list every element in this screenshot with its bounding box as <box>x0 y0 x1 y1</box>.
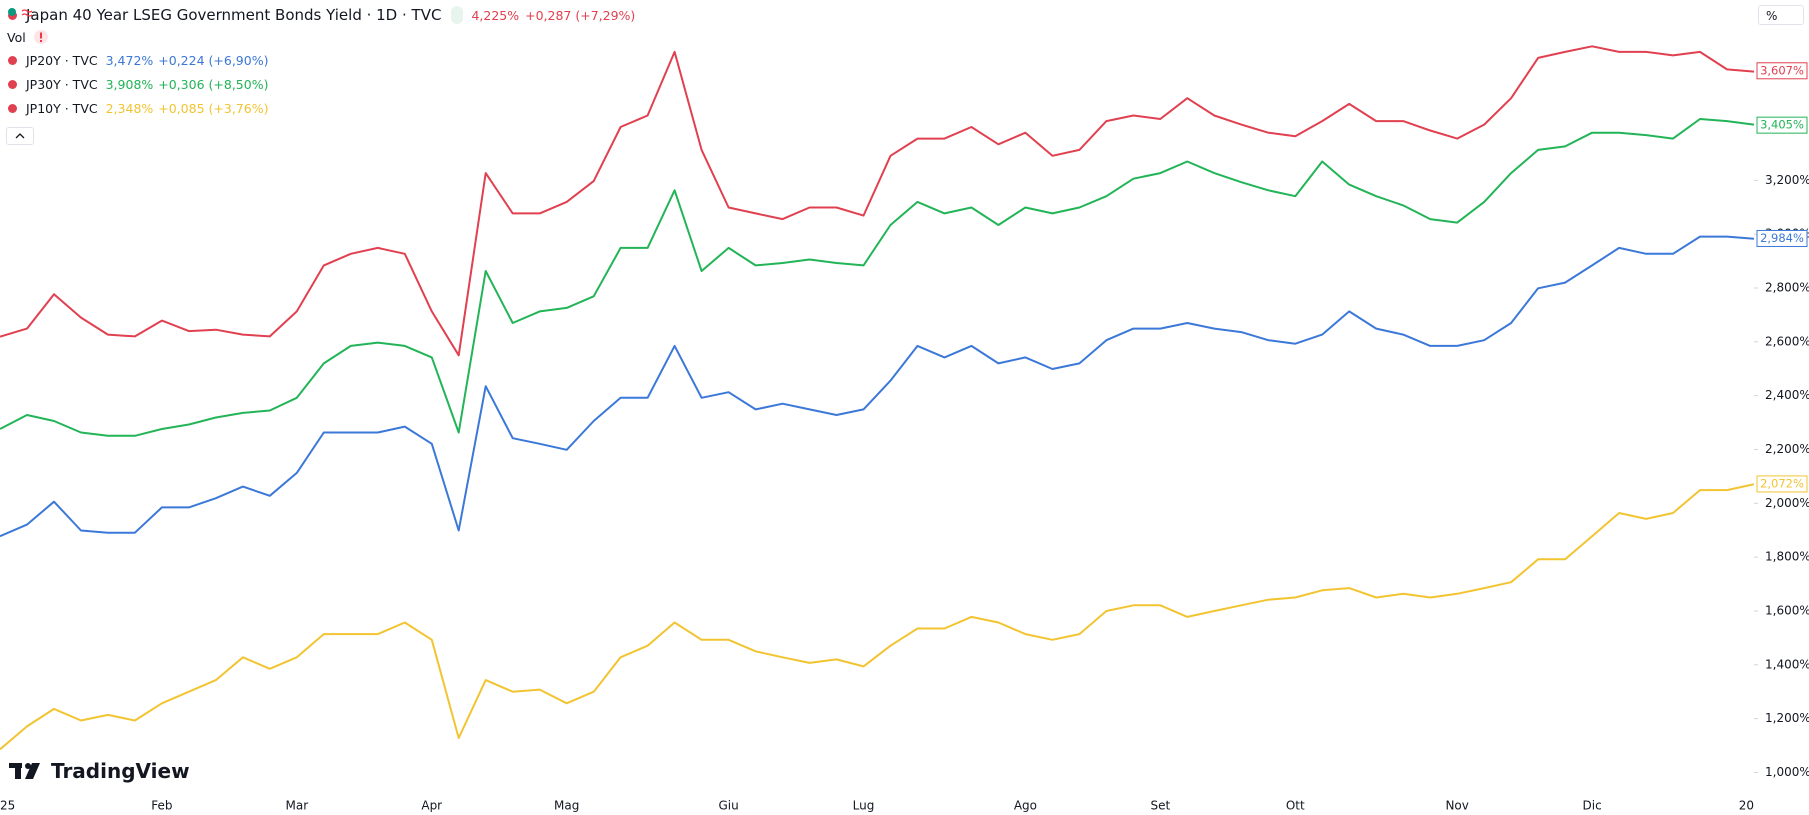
percent-button[interactable]: % <box>1758 5 1804 25</box>
legend-name: JP20Y · TVC <box>26 53 98 68</box>
price-scale: 1,000% 1,200% 1,400% 1,600% 1,800% 2,000% 2,20… <box>1754 62 1809 779</box>
last-value-box <box>1756 475 1808 493</box>
legend-main-row: Japan 40 Year LSEG Government Bonds Yiel… <box>8 6 635 24</box>
x-tick-label: 2026 <box>1739 799 1770 813</box>
last-value-box <box>1756 229 1808 247</box>
last-value-label: 3,405% <box>1760 118 1804 132</box>
series-line <box>0 483 1754 751</box>
y-tick-label: 1,200% <box>1765 711 1809 725</box>
y-tick-label: 2,000% <box>1765 496 1809 510</box>
chevron-icon <box>15 133 25 139</box>
x-tick-label: Nov <box>1445 799 1468 813</box>
x-tick-label: Set <box>1150 799 1170 813</box>
collapse-button[interactable] <box>6 127 34 145</box>
x-tick-label: Giu <box>718 799 738 813</box>
badge-icon <box>8 8 33 17</box>
logo: TradingView <box>9 759 190 783</box>
legend-dot <box>8 56 17 65</box>
last-value-tag: 2,984% <box>1756 229 1808 247</box>
y-tick-label: 3,200% <box>1765 173 1809 187</box>
y-tick-label: 2,200% <box>1765 442 1809 456</box>
x-tick-label: Lug <box>853 799 875 813</box>
x-tick-label: Mag <box>554 799 579 813</box>
volume-label[interactable]: Vol <box>7 30 48 45</box>
legend-change: +0,224 (+6,90%) <box>158 53 269 68</box>
last-value-tag: 2,072% <box>1756 475 1808 493</box>
logo-text: TradingView <box>51 759 190 783</box>
last-value-box <box>1756 62 1808 80</box>
y-tick-label: 2,600% <box>1765 334 1809 348</box>
y-tick-label: 2,800% <box>1765 280 1809 294</box>
y-tick-label: 1,600% <box>1765 603 1809 617</box>
x-tick-label: Ago <box>1014 799 1037 813</box>
legend-row: JP10Y · TVC 2,348% +0,085 (+3,76%) <box>8 101 268 116</box>
legend-dot <box>8 104 17 113</box>
x-tick-label: Mar <box>286 799 309 813</box>
last-value-box <box>1756 116 1808 134</box>
legend-change: +0,085 (+3,76%) <box>158 101 269 116</box>
legend-change: +0,306 (+8,50%) <box>158 77 269 92</box>
legend-value: 3,908% <box>105 77 154 92</box>
legend-name: JP10Y · TVC <box>26 101 98 116</box>
last-value-tag: 3,405% <box>1756 116 1808 134</box>
warning-icon <box>34 30 48 44</box>
legend-value: 4,225% <box>471 7 520 23</box>
last-value-tag: 3,607% <box>1756 62 1808 80</box>
y-tick-label: 1,800% <box>1765 550 1809 564</box>
realtime-badge <box>8 6 464 24</box>
legend-name: JP30Y · TVC <box>26 77 98 92</box>
x-tick-label: 2025 <box>0 799 15 813</box>
legend-value: 3,472% <box>105 53 154 68</box>
series-line <box>0 118 1754 437</box>
last-value-label: 2,984% <box>1760 231 1804 245</box>
vol-text: Vol <box>7 30 26 45</box>
legend-value: 2,348% <box>105 101 154 116</box>
x-tick-label: Dic <box>1583 799 1602 813</box>
plot-area: 2025 Feb Mar Apr Mag Giu Lug Ago Set Ott Nov Dic 202… <box>0 45 1770 813</box>
legend-name: Japan 40 Year LSEG Government Bonds Yiel… <box>26 6 442 24</box>
series-line <box>0 235 1754 538</box>
legend-dot <box>8 80 17 89</box>
x-tick-label: Ott <box>1286 799 1305 813</box>
logo-icon <box>9 763 40 779</box>
legend-row: JP20Y · TVC 3,472% +0,224 (+6,90%) <box>8 53 268 68</box>
y-tick-label: 1,000% <box>1765 765 1809 779</box>
legend-row: JP30Y · TVC 3,908% +0,306 (+8,50%) <box>8 77 268 92</box>
x-tick-label: Apr <box>421 799 442 813</box>
last-value-label: 2,072% <box>1760 476 1804 490</box>
last-value-label: 3,607% <box>1760 63 1804 77</box>
series-line <box>0 45 1754 357</box>
x-tick-label: Feb <box>151 799 172 813</box>
y-tick-label: 1,400% <box>1765 657 1809 671</box>
legend-change: +0,287 (+7,29%) <box>525 7 636 23</box>
y-tick-label: 2,400% <box>1765 388 1809 402</box>
